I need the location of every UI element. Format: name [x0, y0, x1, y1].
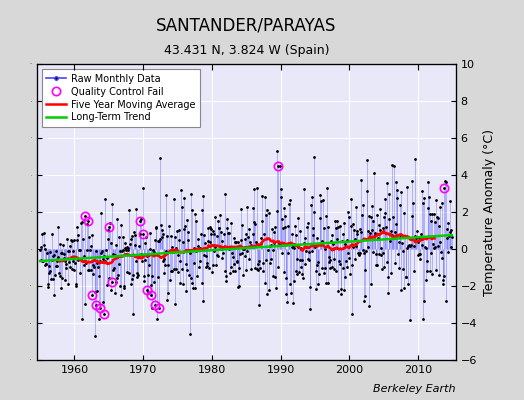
Text: 43.431 N, 3.824 W (Spain): 43.431 N, 3.824 W (Spain) — [163, 44, 329, 57]
Text: Berkeley Earth: Berkeley Earth — [374, 384, 456, 394]
Legend: Raw Monthly Data, Quality Control Fail, Five Year Moving Average, Long-Term Tren: Raw Monthly Data, Quality Control Fail, … — [41, 69, 200, 127]
Text: SANTANDER/PARAYAS: SANTANDER/PARAYAS — [156, 16, 336, 34]
Y-axis label: Temperature Anomaly (°C): Temperature Anomaly (°C) — [483, 128, 496, 296]
